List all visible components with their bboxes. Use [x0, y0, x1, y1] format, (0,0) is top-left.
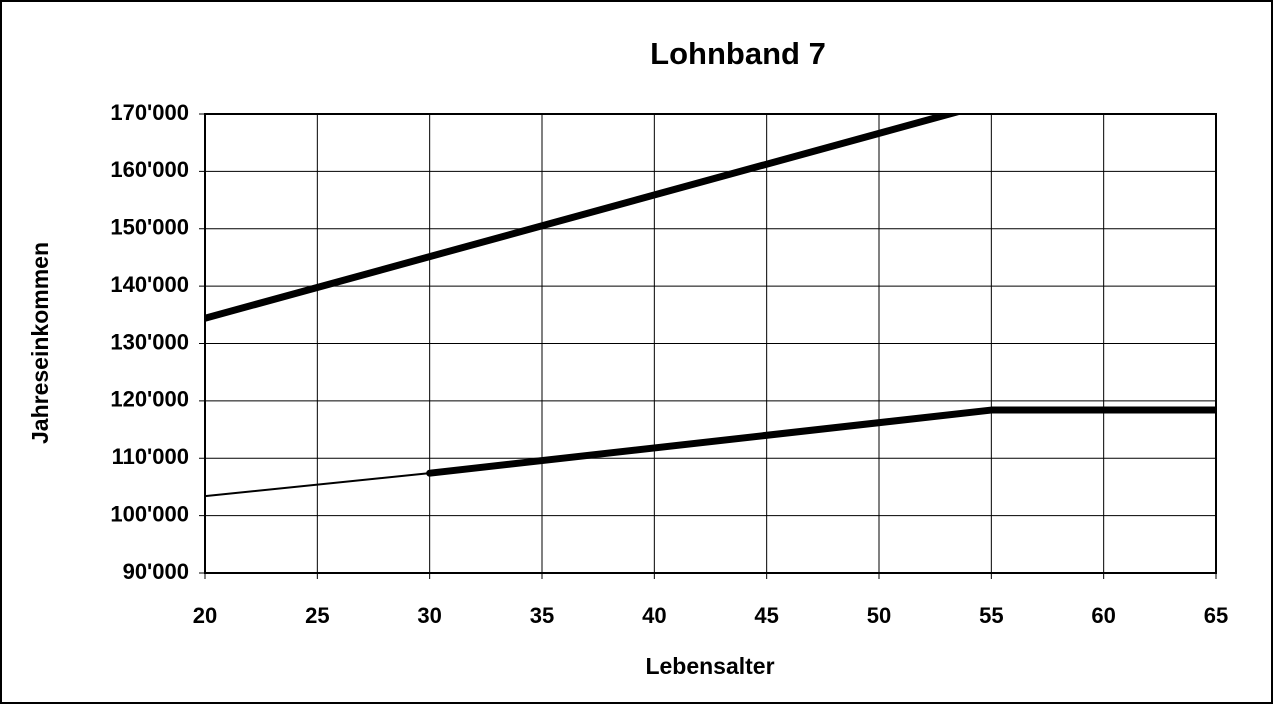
x-axis-label: Lebensalter — [645, 653, 774, 679]
x-tick-label: 45 — [754, 603, 778, 628]
x-tick-label: 60 — [1091, 603, 1115, 628]
x-tick-label: 55 — [979, 603, 1003, 628]
y-tick-label: 130'000 — [110, 329, 189, 354]
line-series — [426, 406, 1216, 477]
x-tick-label: 40 — [642, 603, 666, 628]
line-series — [205, 472, 431, 498]
chart-title: Lohnband 7 — [650, 36, 826, 71]
line-series — [205, 114, 963, 322]
y-tick-label: 100'000 — [110, 501, 189, 526]
plot-border — [204, 113, 1217, 574]
y-tick-label: 170'000 — [110, 100, 189, 125]
x-tick-label: 65 — [1204, 603, 1228, 628]
y-tick-label: 120'000 — [110, 387, 189, 412]
plot-area — [205, 114, 1216, 498]
y-tick-label: 140'000 — [110, 272, 189, 297]
y-axis-label: Jahreseinkommen — [27, 242, 53, 444]
x-tick-label: 30 — [417, 603, 441, 628]
y-tick-label: 150'000 — [110, 215, 189, 240]
y-tick-label: 160'000 — [110, 157, 189, 182]
x-tick-label: 20 — [193, 603, 217, 628]
y-tick-label: 110'000 — [112, 444, 189, 469]
x-tick-label: 25 — [305, 603, 329, 628]
y-tick-label: 90'000 — [123, 559, 189, 584]
x-tick-label: 35 — [530, 603, 554, 628]
x-tick-label: 50 — [867, 603, 891, 628]
